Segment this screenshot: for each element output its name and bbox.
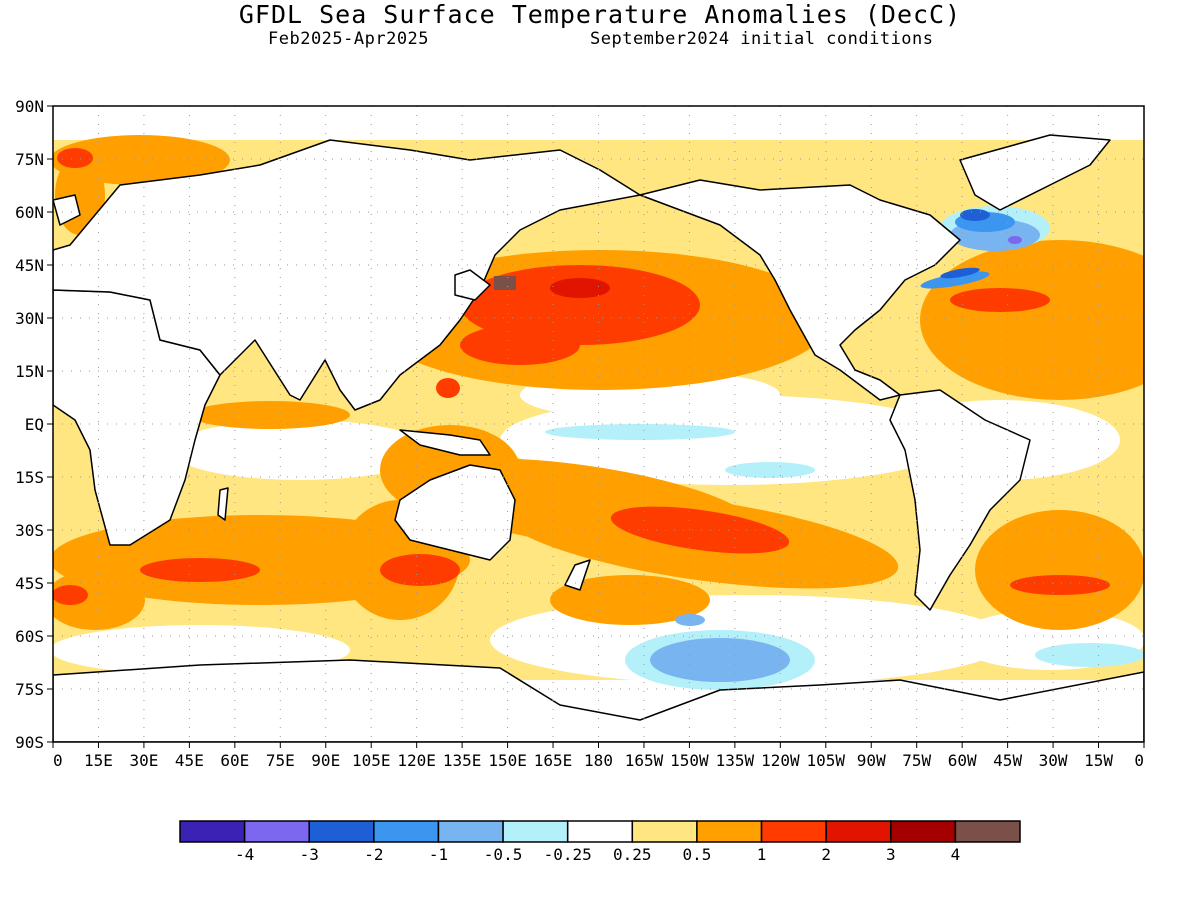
colorbar	[179, 820, 1021, 843]
anomaly-neg-3-4	[1008, 236, 1022, 244]
lon-tick-label: 45E	[175, 751, 204, 770]
colorbar-swatch	[825, 820, 892, 843]
lat-tick-label: 90N	[15, 97, 44, 116]
lat-tick-label: 30S	[15, 521, 44, 540]
colorbar-labels: -4 -3 -2 -1 -0.5 -0.25 0.25 0.5 1 2 3 4	[235, 845, 960, 864]
lon-tick-label: 180	[584, 751, 613, 770]
colorbar-tick-label: -2	[364, 845, 383, 864]
lon-tick-label: 135W	[716, 751, 755, 770]
colorbar-swatch	[179, 820, 246, 843]
lat-tick-label: EQ	[25, 415, 44, 434]
lon-tick-label: 90W	[857, 751, 886, 770]
colorbar-tick-label: 4	[951, 845, 961, 864]
colorbar-tick-label: -1	[429, 845, 448, 864]
lat-tick-label: 45S	[15, 574, 44, 593]
map-title: GFDL Sea Surface Temperature Anomalies (…	[238, 0, 962, 29]
colorbar-tick-label: -3	[300, 845, 319, 864]
lat-tick-label: 75S	[15, 680, 44, 699]
lon-tick-label: 90E	[311, 751, 340, 770]
forecast-period: Feb2025-Apr2025	[268, 29, 430, 49]
lon-tick-label: 75E	[266, 751, 295, 770]
lon-tick-label: 15E	[84, 751, 113, 770]
lat-tick-label: 60S	[15, 627, 44, 646]
anomaly-gt-4	[494, 276, 516, 290]
colorbar-swatch	[760, 820, 827, 843]
graticule	[53, 106, 1144, 742]
anomaly-neutral	[53, 370, 1144, 685]
madagascar	[217, 487, 229, 521]
lon-tick-label: 105E	[352, 751, 391, 770]
lat-tick-label: 15S	[15, 468, 44, 487]
colorbar-tick-label: -0.25	[544, 845, 592, 864]
latitude-axis: 90N 75N 60N 45N 30N 15N EQ 15S 30S 45S 60S 75S 90S	[15, 97, 53, 752]
colorbar-tick-label: -0.5	[484, 845, 523, 864]
new-zealand	[564, 559, 591, 591]
lon-tick-label: 165W	[625, 751, 664, 770]
lon-tick-label: 120E	[397, 751, 436, 770]
lon-tick-label: 75W	[902, 751, 931, 770]
colorbar-swatch	[890, 820, 957, 843]
colorbar-swatch	[954, 820, 1021, 843]
lon-tick-label: 150E	[488, 751, 527, 770]
lat-tick-label: 75N	[15, 150, 44, 169]
north-america	[639, 179, 961, 401]
lon-tick-label: 0	[53, 751, 63, 770]
colorbar-tick-label: 1	[757, 845, 767, 864]
colorbar-swatch	[696, 820, 763, 843]
lon-tick-label: 45W	[993, 751, 1022, 770]
anomaly-field	[53, 106, 1144, 742]
anomaly-2-3	[550, 278, 610, 298]
colorbar-swatch	[373, 820, 440, 843]
colorbar-tick-label: 0.5	[682, 845, 711, 864]
lat-tick-label: 60N	[15, 203, 44, 222]
indonesia	[399, 429, 491, 456]
lon-tick-label: 30E	[129, 751, 158, 770]
greenland	[959, 134, 1111, 211]
lat-tick-label: 45N	[15, 256, 44, 275]
anomaly-1-2	[53, 148, 1110, 605]
colorbar-tick-label: 0.25	[613, 845, 652, 864]
lon-tick-label: 0	[1134, 751, 1144, 770]
colorbar-swatch	[243, 820, 310, 843]
initial-conditions: September2024 initial conditions	[590, 29, 934, 49]
colorbar-swatch	[566, 820, 634, 843]
eurasia	[53, 139, 641, 411]
australia	[394, 464, 516, 561]
lon-tick-label: 150W	[670, 751, 709, 770]
colorbar-tick-label: 3	[886, 845, 896, 864]
lon-tick-label: 15W	[1084, 751, 1113, 770]
longitude-axis: 0 15E 30E 45E 60E 75E 90E 105E 120E 135E 150E 165E 1…	[52, 742, 1145, 770]
lat-tick-label: 90S	[15, 733, 44, 752]
continents	[53, 134, 1144, 742]
colorbar-swatch	[308, 820, 375, 843]
lon-tick-label: 165E	[534, 751, 573, 770]
lon-tick-label: 135E	[443, 751, 482, 770]
south-america	[889, 389, 1031, 611]
antarctica	[53, 659, 1144, 742]
uk-europe-west	[53, 194, 81, 226]
lon-tick-label: 60W	[948, 751, 977, 770]
lon-tick-label: 120W	[761, 751, 800, 770]
lon-tick-label: 30W	[1039, 751, 1068, 770]
colorbar-swatch	[437, 820, 504, 843]
lon-tick-label: 60E	[220, 751, 249, 770]
colorbar-swatch	[502, 820, 569, 843]
colorbar-tick-label: 2	[821, 845, 831, 864]
colorbar-tick-label: -4	[235, 845, 254, 864]
japan	[454, 269, 491, 301]
lon-tick-label: 105W	[807, 751, 846, 770]
lat-tick-label: 15N	[15, 362, 44, 381]
anomaly-neg-2-3	[940, 209, 990, 279]
lat-tick-label: 30N	[15, 309, 44, 328]
colorbar-swatch	[631, 820, 698, 843]
